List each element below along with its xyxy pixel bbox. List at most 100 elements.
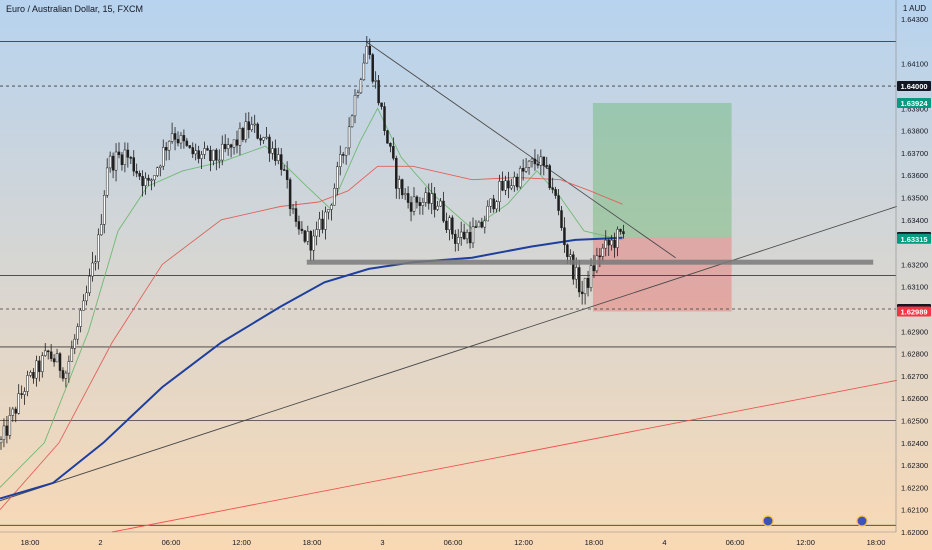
candle-body — [108, 155, 112, 169]
candle-body — [141, 176, 144, 186]
candle-body — [330, 204, 333, 210]
candle-body — [164, 147, 168, 151]
long-target-zone[interactable] — [592, 102, 732, 237]
candle-body — [560, 210, 563, 228]
candle-body — [551, 187, 554, 190]
trendline-2[interactable] — [112, 379, 897, 533]
candle-body — [518, 168, 522, 188]
candle-body — [235, 139, 239, 146]
candle-body — [448, 217, 451, 230]
candle-body — [35, 360, 38, 379]
chart-title: Euro / Australian Dollar, 15, FXCM — [6, 4, 144, 14]
candle-body — [8, 415, 12, 436]
candle-body — [362, 62, 366, 80]
candle-body — [400, 179, 404, 196]
candle-body — [277, 154, 280, 161]
candle-body — [188, 145, 192, 148]
candle-body — [424, 192, 428, 203]
candle-body — [32, 372, 35, 379]
candle-body — [421, 202, 425, 206]
candle-body — [477, 221, 481, 228]
price-badge-0 — [897, 81, 931, 92]
candle-body — [324, 211, 327, 230]
x-tick-label-2: 06:00 — [162, 538, 181, 547]
candle-body — [371, 54, 374, 82]
price-badge-label-0: 1.64000 — [900, 82, 927, 91]
economic-event-icon[interactable] — [762, 515, 774, 527]
candle-body — [306, 231, 310, 242]
currency-label: 1 AUD — [902, 4, 926, 13]
economic-event-icon[interactable] — [856, 515, 868, 527]
candle-body — [70, 348, 74, 362]
candle-body — [64, 372, 68, 379]
candle-body — [336, 166, 339, 189]
candle-body — [492, 198, 495, 210]
candle-body — [162, 147, 165, 167]
y-tick-label-5: 1.63600 — [901, 171, 928, 180]
price-badge-1 — [897, 97, 931, 108]
candle-body — [542, 156, 546, 166]
candle-body — [589, 265, 593, 288]
candle-body — [480, 221, 484, 228]
y-tick-label-10: 1.62900 — [901, 327, 928, 336]
support-zone[interactable] — [306, 259, 874, 265]
x-tick-label-10: 06:00 — [726, 538, 745, 547]
candle-body — [418, 202, 422, 206]
candle-body — [194, 150, 197, 155]
y-tick-label-11: 1.62800 — [901, 350, 928, 359]
y-tick-label-15: 1.62400 — [901, 439, 928, 448]
candle-body — [341, 154, 345, 156]
moving-average-1 — [0, 165, 623, 510]
x-tick-label-3: 12:00 — [232, 538, 251, 547]
candle-body — [457, 237, 460, 244]
candle-body — [147, 177, 150, 181]
candle-body — [504, 180, 507, 191]
candle-body — [256, 123, 259, 139]
candle-body — [120, 154, 124, 165]
candle-body — [173, 133, 177, 140]
candle-body — [153, 175, 156, 181]
price-badge-label-1: 1.63924 — [900, 99, 928, 108]
candle-body — [495, 201, 498, 210]
candle-body — [459, 231, 463, 238]
price-badge-3 — [897, 233, 931, 244]
candle-body — [156, 167, 159, 176]
candle-body — [111, 155, 115, 171]
candle-body — [442, 200, 445, 222]
x-tick-label-11: 12:00 — [796, 538, 815, 547]
candle-body — [244, 121, 248, 140]
candle-body — [465, 232, 469, 240]
y-tick-label-14: 1.62500 — [901, 417, 928, 426]
y-tick-label-6: 1.63500 — [901, 194, 928, 203]
candle-body — [259, 138, 262, 141]
y-tick-label-4: 1.63700 — [901, 149, 928, 158]
candle-body — [483, 220, 487, 228]
candle-body — [232, 139, 236, 148]
candle-body — [521, 168, 525, 172]
candle-body — [530, 158, 534, 162]
candle-body — [318, 218, 321, 230]
candle-body — [280, 154, 283, 170]
candle-body — [185, 140, 189, 146]
candle-body — [176, 139, 180, 144]
x-tick-label-1: 2 — [98, 538, 102, 547]
candle-body — [545, 165, 548, 167]
y-tick-label-0: 1.64300 — [901, 15, 928, 24]
trendline-0[interactable] — [0, 206, 897, 502]
candle-body — [41, 355, 44, 372]
candle-body — [73, 338, 76, 349]
candle-body — [415, 196, 419, 203]
candle-body — [94, 261, 97, 264]
candle-body — [601, 247, 605, 257]
candle-body — [353, 95, 357, 117]
candle-body — [206, 148, 209, 151]
price-badge-label-3: 1.63315 — [900, 235, 927, 244]
candle-body — [170, 133, 174, 142]
candle-body — [103, 195, 106, 225]
candle-body — [433, 193, 436, 210]
trendline-1[interactable] — [365, 41, 676, 259]
candle-body — [557, 195, 560, 211]
candle-body — [510, 185, 513, 189]
candle-body — [238, 128, 242, 146]
